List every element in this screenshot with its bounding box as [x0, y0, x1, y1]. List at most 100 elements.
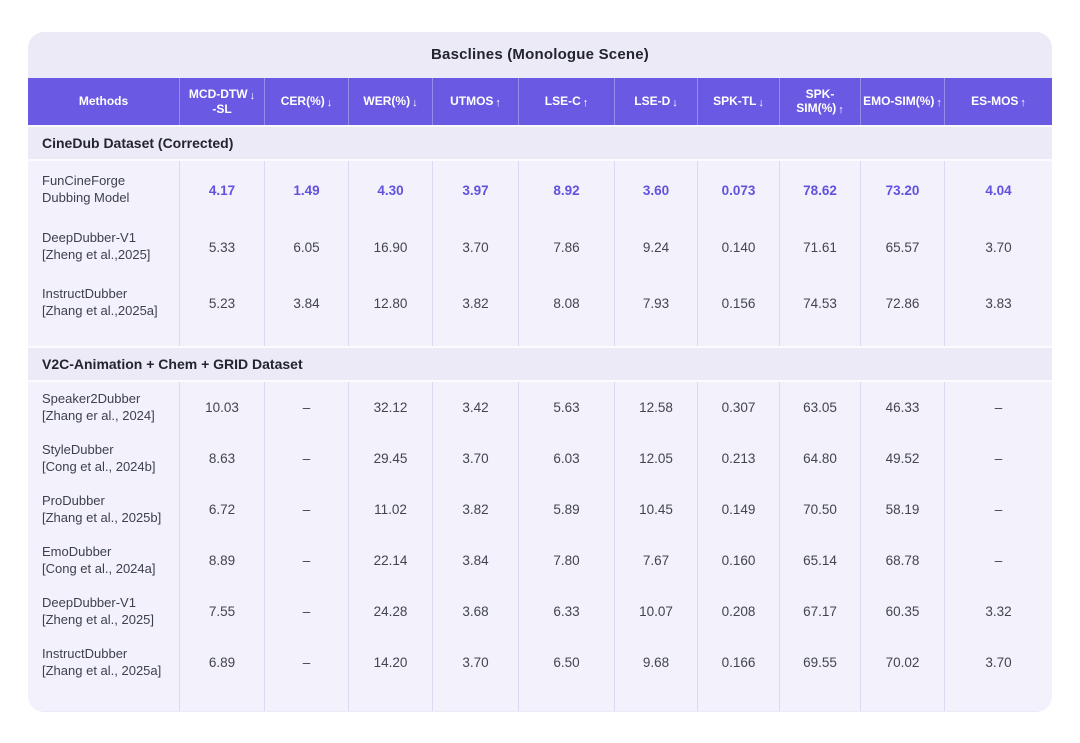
- value-cell: 0.156: [698, 275, 780, 331]
- value-cell: 10.07: [615, 586, 698, 637]
- value-cell: 3.70: [985, 655, 1012, 670]
- method-cell: ProDubber [Zhang et al., 2025b]: [28, 484, 180, 535]
- group-bottom-padding: [28, 331, 1052, 346]
- column-header-cer-: CER(%) ↓: [265, 78, 349, 125]
- method-name: InstructDubber: [42, 645, 128, 661]
- value-cell: 3.68: [433, 586, 519, 637]
- value-cell: 3.70: [433, 219, 519, 275]
- arrow-up-icon: ↑: [936, 96, 942, 109]
- arrow-up-icon: ↑: [495, 96, 501, 109]
- section-header: V2C-Animation + Chem + GRID Dataset: [28, 346, 1052, 382]
- value-cell: –: [994, 502, 1003, 517]
- value-cell: 60.35: [861, 586, 945, 637]
- value-cell: 7.93: [615, 275, 698, 331]
- method-name: EmoDubber: [42, 543, 112, 559]
- value-cell: 49.52: [861, 433, 945, 484]
- value-cell: 12.58: [615, 382, 698, 433]
- method-citation: [Cong et al., 2024a]: [42, 560, 156, 576]
- method-cell: InstructDubber [Zhang et al.,2025a]: [28, 275, 180, 331]
- method-cell: DeepDubber-V1 [Zheng et al., 2025]: [28, 586, 180, 637]
- value-cell: 67.17: [780, 586, 861, 637]
- value-cell: 0.213: [698, 433, 780, 484]
- method-citation: [Zhang et al.,2025a]: [42, 303, 158, 318]
- value-cell: 3.32: [985, 604, 1012, 619]
- method-citation: [Zhang er al., 2024]: [42, 407, 155, 423]
- arrow-down-icon: ↓: [758, 96, 764, 109]
- value-cell: 29.45: [349, 433, 433, 484]
- arrow-down-icon: ↓: [412, 96, 418, 109]
- method-name: InstructDubber: [42, 286, 128, 302]
- value-cell: 64.80: [780, 433, 861, 484]
- method-cell: InstructDubber [Zhang et al., 2025a]: [28, 637, 180, 688]
- value-cell: 69.55: [780, 637, 861, 688]
- value-cell: 70.50: [780, 484, 861, 535]
- method-citation: [Cong et al., 2024b]: [42, 458, 156, 474]
- value-cell: 32.12: [349, 382, 433, 433]
- table-row: DeepDubber-V1 [Zheng et al., 2025] 7.55–24…: [28, 586, 1052, 637]
- column-header-es-mos: ES-MOS ↑: [971, 93, 1026, 109]
- value-cell: 0.208: [698, 586, 780, 637]
- value-cell: 3.70: [433, 433, 519, 484]
- column-header-spk-tl: SPK-TL ↓: [698, 78, 780, 125]
- method-cell: StyleDubber [Cong et al., 2024b]: [28, 433, 180, 484]
- value-cell: 65.14: [780, 535, 861, 586]
- value-cell: 4.04: [985, 182, 1012, 198]
- value-cell: 73.20: [861, 161, 945, 219]
- padding-cell: [349, 688, 433, 711]
- method-cell: EmoDubber [Cong et al., 2024a]: [28, 535, 180, 586]
- arrow-up-icon: ↑: [838, 104, 844, 117]
- padding-cell: [861, 331, 945, 346]
- value-cell: 1.49: [265, 161, 349, 219]
- value-cell: 7.86: [519, 219, 615, 275]
- value-cell: 6.05: [265, 219, 349, 275]
- value-cell: 10.03: [180, 382, 265, 433]
- padding-cell: [180, 688, 265, 711]
- column-header-spk-sim-: SPK-SIM(%) ↑: [780, 78, 861, 125]
- table-row: StyleDubber [Cong et al., 2024b] 8.63–29.4…: [28, 433, 1052, 484]
- padding-cell: [28, 331, 180, 346]
- method-name: StyleDubber: [42, 441, 114, 457]
- group-bottom-padding: [28, 688, 1052, 711]
- value-cell: 5.23: [180, 275, 265, 331]
- value-cell: 3.97: [433, 161, 519, 219]
- value-cell: 3.82: [433, 275, 519, 331]
- padding-cell: [945, 688, 1052, 711]
- padding-cell: [780, 688, 861, 711]
- padding-cell: [265, 688, 349, 711]
- padding-cell: [615, 688, 698, 711]
- method-name: DeepDubber-V1: [42, 230, 136, 246]
- column-header-emo-sim-: EMO-SIM(%) ↑: [861, 78, 945, 125]
- value-cell: 8.89: [180, 535, 265, 586]
- value-cell: 6.33: [519, 586, 615, 637]
- value-cell: 6.89: [180, 637, 265, 688]
- padding-cell: [615, 331, 698, 346]
- padding-cell: [28, 688, 180, 711]
- row-group: FunCineForge Dubbing Model 4.17 1.49 4.30 3.9…: [28, 161, 1052, 346]
- value-cell: 58.19: [861, 484, 945, 535]
- value-cell: 8.92: [519, 161, 615, 219]
- section-header: CineDub Dataset (Corrected): [28, 125, 1052, 161]
- table-header-row: Methods MCD-DTW ↓ -SL CER(%) ↓ WER(%) ↓ UTMOS ↑ LS…: [28, 78, 1052, 125]
- padding-cell: [519, 331, 615, 346]
- value-cell: 3.82: [433, 484, 519, 535]
- value-cell: 0.160: [698, 535, 780, 586]
- value-cell: 24.28: [349, 586, 433, 637]
- table-title: Basclines (Monologue Scene): [431, 46, 649, 63]
- value-cell: 78.62: [780, 161, 861, 219]
- value-cell: 3.84: [265, 275, 349, 331]
- value-cell: 3.42: [433, 382, 519, 433]
- padding-cell: [180, 331, 265, 346]
- table-row: ProDubber [Zhang et al., 2025b] 6.72–11.02…: [28, 484, 1052, 535]
- value-cell: –: [265, 637, 349, 688]
- method-citation: [Zheng et al., 2025]: [42, 611, 155, 627]
- method-name: Speaker2Dubber: [42, 390, 141, 406]
- value-cell: 0.149: [698, 484, 780, 535]
- arrow-down-icon: ↓: [326, 96, 333, 109]
- method-cell: FunCineForge Dubbing Model: [28, 161, 180, 219]
- value-cell: 8.08: [519, 275, 615, 331]
- table-row: InstructDubber [Zhang et al.,2025a] 5.23 3.…: [28, 275, 1052, 331]
- value-cell: 4.30: [349, 161, 433, 219]
- value-cell: 63.05: [780, 382, 861, 433]
- arrow-down-icon: ↓: [249, 89, 256, 102]
- method-citation: [Zheng et al.,2025]: [42, 247, 151, 262]
